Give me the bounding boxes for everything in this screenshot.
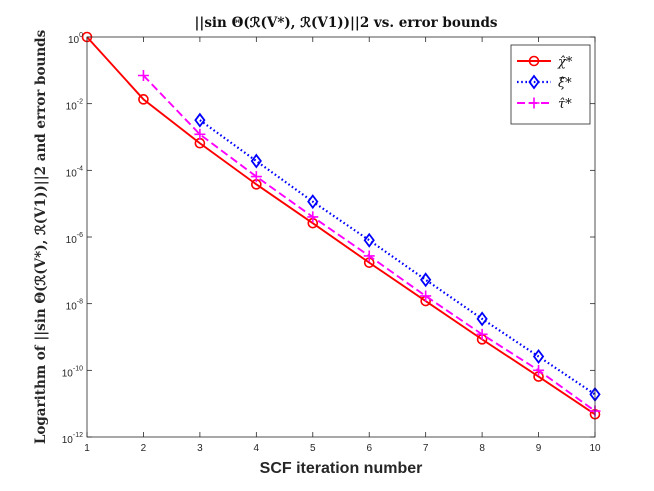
- data-point: [476, 328, 488, 340]
- x-tick-label: 10: [589, 443, 601, 454]
- data-point: [307, 194, 319, 210]
- x-tick-label: 9: [536, 443, 542, 454]
- y-tick-label: 10-2: [66, 99, 83, 113]
- data-point: [533, 364, 545, 376]
- legend-label: χ̂*: [557, 55, 573, 70]
- data-point: [138, 94, 149, 105]
- x-tick-label: 7: [423, 443, 429, 454]
- data-point: [532, 349, 545, 365]
- y-axis-label: Logarithm of ||sin Θ(ℛ(V*), ℛ(V1))||2 an…: [33, 29, 49, 444]
- series-line: [199, 119, 596, 396]
- y-tick-label: 10-12: [62, 432, 83, 446]
- series-layer: [81, 31, 601, 420]
- data-point: [363, 250, 375, 262]
- data-point: [137, 69, 149, 81]
- legend-marker: [528, 55, 540, 67]
- data-point: [194, 112, 206, 128]
- legend-marker: [528, 74, 540, 90]
- x-tick-labels: 1 2 3 4 5 6 7 8 9 10: [84, 443, 601, 454]
- data-point: [363, 232, 375, 248]
- legend-box: [510, 44, 591, 125]
- y-tick-label: 10-6: [66, 232, 83, 246]
- x-tick-label: 4: [254, 443, 260, 454]
- legend-item: ξ̂*: [517, 74, 572, 91]
- series-3: [137, 69, 601, 417]
- data-point: [476, 311, 488, 327]
- y-tick-label: 10-10: [62, 365, 83, 379]
- x-tick-label: 8: [479, 443, 485, 454]
- data-point: [250, 171, 262, 183]
- legend-item: τ̂*: [517, 97, 572, 112]
- x-tick-label: 6: [366, 443, 372, 454]
- legend: χ̂* ξ̂* τ̂*: [510, 44, 591, 125]
- data-point: [250, 153, 262, 169]
- y-tick-labels: 100 10-2 10-4 10-6 10-8 10-10 10-12: [62, 32, 83, 446]
- data-point: [307, 211, 319, 223]
- x-tick-label: 1: [84, 443, 90, 454]
- series-line: [86, 36, 596, 416]
- series-2: [194, 112, 601, 402]
- chart-title: ||sin Θ(ℛ(V*), ℛ(V1))||2 vs. error bound…: [195, 15, 498, 31]
- legend-label: τ̂*: [558, 97, 572, 112]
- data-point: [194, 128, 206, 140]
- x-axis-label: SCF iteration number: [260, 460, 423, 477]
- y-tick-label: 10-8: [66, 299, 83, 313]
- y-tick-label: 100: [68, 32, 83, 46]
- x-tick-label: 5: [310, 443, 316, 454]
- x-tick-label: 3: [197, 443, 203, 454]
- legend-label: ξ̂*: [558, 76, 572, 91]
- legend-item: χ̂*: [517, 55, 573, 70]
- data-point: [420, 272, 432, 288]
- x-tick-label: 2: [141, 443, 147, 454]
- data-point: [420, 290, 432, 302]
- y-tick-label: 10-4: [66, 165, 83, 179]
- legend-marker: [528, 97, 540, 109]
- axes-box: [86, 36, 596, 438]
